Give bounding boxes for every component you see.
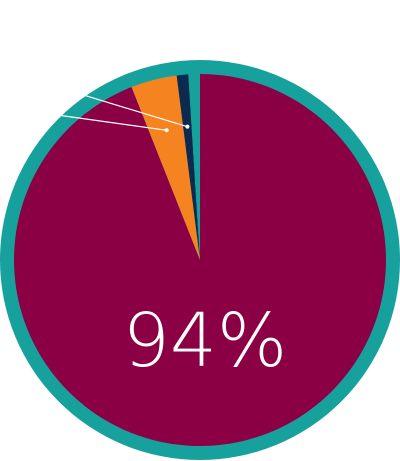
pie-slice-2: [176, 74, 200, 261]
pie-slices: [13, 74, 386, 446]
pie-slice-0: [13, 74, 386, 446]
pie-leader-lines: [49, 91, 190, 133]
pie-slice-1: [131, 75, 200, 260]
leader-line-1: [49, 113, 167, 131]
center-percent-label: 94%: [123, 298, 287, 384]
leader-dot-2: [185, 124, 190, 129]
pie-slice-3: [188, 74, 200, 260]
leader-dot-1: [164, 128, 169, 133]
leader-line-2: [73, 91, 188, 128]
